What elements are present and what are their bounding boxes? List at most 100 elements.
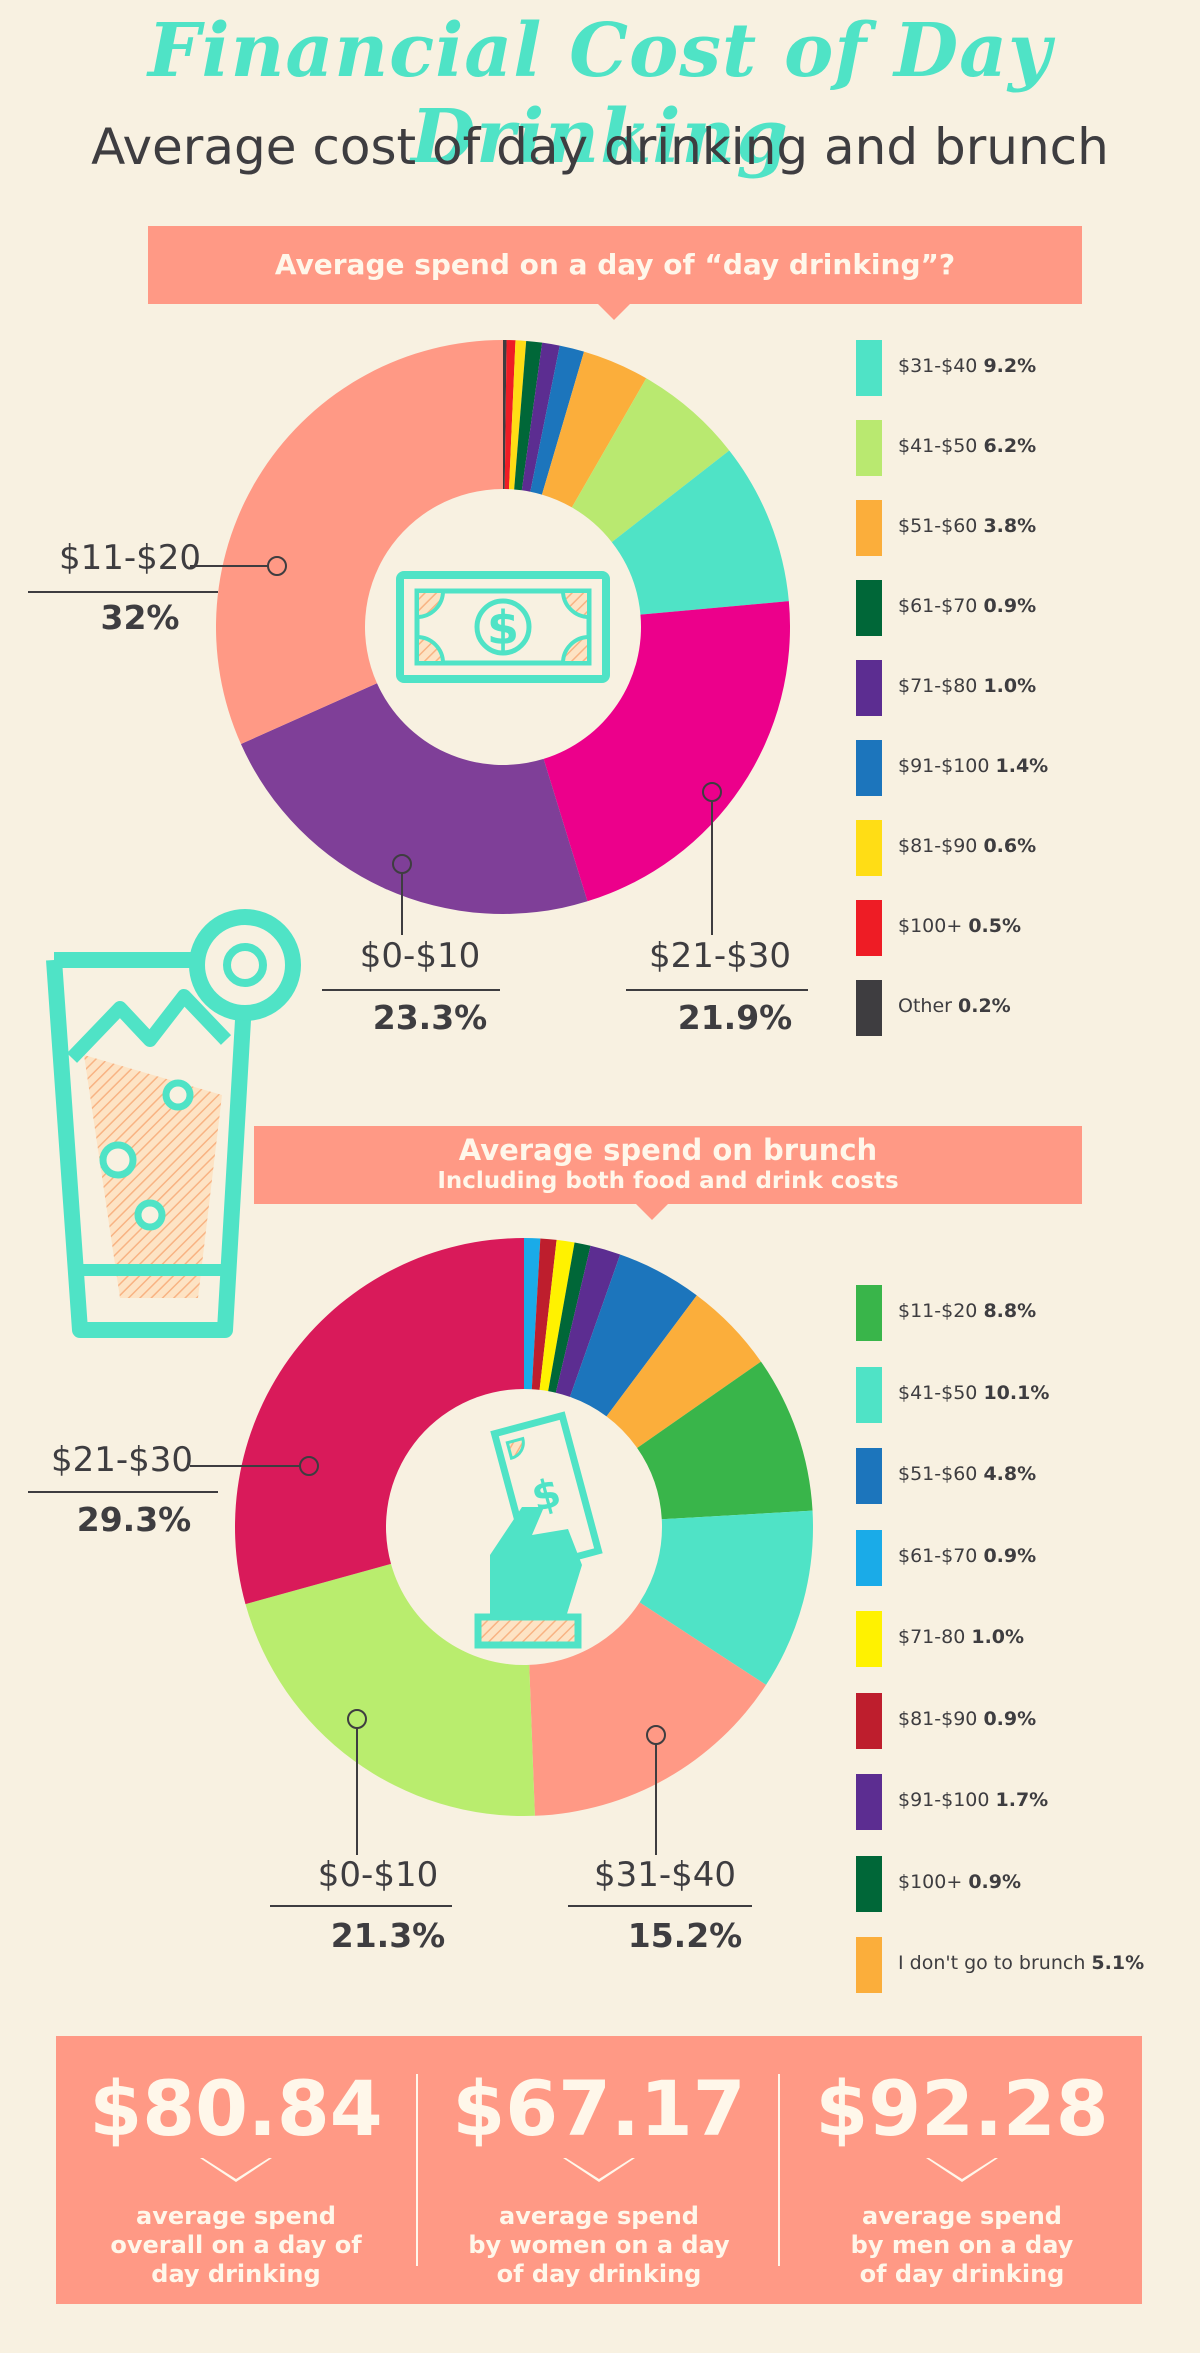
legend-swatch bbox=[856, 1448, 882, 1504]
callout-label: $31-$40 bbox=[593, 1855, 737, 1895]
pie-slice bbox=[637, 1361, 813, 1520]
callout-label: $21-$30 bbox=[50, 1440, 194, 1480]
legend-label: $81-$90 0.6% bbox=[898, 835, 1037, 857]
pie-slice bbox=[521, 342, 560, 492]
legend-item: $91-$100 1.7% bbox=[856, 1774, 1196, 1834]
legend-item: $61-$70 0.9% bbox=[856, 1529, 1196, 1590]
legend-label: $61-$70 0.9% bbox=[898, 595, 1037, 617]
pie-slice bbox=[611, 450, 789, 615]
pie-slice bbox=[531, 1238, 557, 1390]
donut-chart-brunch bbox=[234, 1238, 813, 1816]
legend-item: $11-$20 8.8% bbox=[856, 1285, 1196, 1345]
legend-item: $91-$100 1.4% bbox=[856, 740, 1196, 800]
pie-slice bbox=[530, 345, 585, 495]
legend-swatch bbox=[856, 1855, 882, 1912]
pie-slice bbox=[504, 340, 516, 490]
stat-caption-line: average spend bbox=[862, 2202, 1062, 2230]
pie-slice bbox=[555, 1245, 621, 1397]
legend-label: $31-$40 9.2% bbox=[898, 355, 1037, 377]
legend-item: $41-$50 6.2% bbox=[856, 420, 1196, 480]
legend-swatch bbox=[856, 1366, 882, 1423]
stat-caption: average spend by women on a day of day d… bbox=[429, 2202, 769, 2289]
stat-caption-line: overall on a day of bbox=[110, 2231, 362, 2259]
pie-slice bbox=[548, 1242, 591, 1393]
legend-item: I don't go to brunch 5.1% bbox=[856, 1937, 1196, 1997]
down-arrow-icon bbox=[926, 2158, 998, 2182]
stat-caption-line: of day drinking bbox=[496, 2260, 702, 2288]
legend-swatch bbox=[856, 1692, 882, 1749]
pie-slice bbox=[571, 378, 730, 543]
legend-label: $100+ 0.5% bbox=[898, 915, 1022, 937]
stat-value: $67.17 bbox=[452, 2064, 746, 2153]
legend-swatch bbox=[856, 980, 882, 1036]
legend-swatch bbox=[856, 340, 882, 396]
legend-item: $51-$60 4.8% bbox=[856, 1448, 1196, 1508]
pie-slice bbox=[529, 1602, 767, 1816]
page-title: Financial Cost of Day Drinking bbox=[147, 8, 1053, 180]
legend-swatch bbox=[856, 500, 882, 556]
stat-overall: $80.84 average spend overall on a day of… bbox=[66, 2036, 406, 2304]
callout-label: $0-$10 bbox=[359, 936, 481, 976]
legend-item: $51-$60 3.8% bbox=[856, 500, 1196, 560]
legend-swatch bbox=[856, 1611, 882, 1667]
callout-value: 21.9% bbox=[677, 998, 793, 1037]
legend-label: $11-$20 8.8% bbox=[898, 1300, 1037, 1322]
legend-swatch bbox=[856, 580, 882, 636]
callout-value: 21.3% bbox=[330, 1916, 446, 1955]
legend-label: $51-$60 4.8% bbox=[898, 1463, 1037, 1485]
legend-label: $91-$100 1.7% bbox=[898, 1789, 1049, 1811]
pie-slice bbox=[539, 1239, 575, 1392]
charts-canvas: $ $ bbox=[28, 340, 813, 1907]
stat-caption-line: of day drinking bbox=[859, 2260, 1065, 2288]
down-arrow-icon bbox=[200, 2158, 272, 2182]
svg-text:$: $ bbox=[487, 601, 519, 655]
pie-slice bbox=[524, 1238, 541, 1390]
stat-caption-line: average spend bbox=[499, 2202, 699, 2230]
hand-holding-money-icon: $ bbox=[474, 1411, 603, 1649]
legend-label: $91-$100 1.4% bbox=[898, 755, 1049, 777]
legend-item: $100+ 0.5% bbox=[856, 900, 1196, 960]
legend-item: $61-$70 0.9% bbox=[856, 580, 1196, 640]
pie-slice bbox=[639, 1510, 813, 1685]
legend-item: $31-$40 9.2% bbox=[856, 340, 1196, 400]
legend-item: Other 0.2% bbox=[856, 980, 1196, 1040]
chart-1-title-banner: Average spend on a day of “day drinking”… bbox=[148, 226, 1082, 320]
dollar-bill-icon: $ bbox=[396, 571, 610, 683]
legend-label: $41-$50 10.1% bbox=[898, 1381, 1050, 1404]
stat-caption-line: by women on a day bbox=[468, 2231, 730, 2259]
legend-item: $81-$90 0.6% bbox=[856, 820, 1196, 880]
pie-slice bbox=[543, 601, 791, 902]
legend-item: $71-$80 1.0% bbox=[856, 660, 1196, 720]
legend-swatch bbox=[856, 1285, 882, 1341]
stat-caption: average spend overall on a day of day dr… bbox=[66, 2202, 406, 2289]
pie-slice bbox=[509, 340, 527, 490]
stat-men: $92.28 average spend by men on a day of … bbox=[792, 2036, 1132, 2304]
pie-slice bbox=[606, 1295, 761, 1449]
chart-2-subtitle: Including both food and drink costs bbox=[437, 1168, 899, 1194]
legend-swatch bbox=[856, 1774, 882, 1830]
legend-swatch bbox=[856, 1937, 882, 1993]
average-spend-panel: $80.84 average spend overall on a day of… bbox=[56, 2036, 1142, 2304]
pie-slice bbox=[569, 1254, 697, 1417]
down-arrow-icon bbox=[563, 2158, 635, 2182]
pie-slice bbox=[541, 351, 647, 508]
legend-item: $81-$90 0.9% bbox=[856, 1692, 1196, 1753]
legend-swatch bbox=[856, 660, 882, 716]
chart-2-title-banner: Average spend on brunch Including both f… bbox=[254, 1126, 1082, 1220]
divider bbox=[416, 2074, 418, 2266]
cocktail-glass-icon bbox=[46, 909, 301, 1338]
callout-value: 23.3% bbox=[372, 998, 488, 1037]
pie-slice bbox=[216, 340, 503, 745]
legend-label: I don't go to brunch 5.1% bbox=[898, 1952, 1145, 1974]
pie-slice bbox=[245, 1563, 535, 1816]
donut-chart-day-drinking bbox=[216, 340, 791, 914]
legend-swatch bbox=[856, 740, 882, 796]
callout-value: 15.2% bbox=[627, 1916, 743, 1955]
legend-label: $100+ 0.9% bbox=[898, 1870, 1022, 1893]
callout-label: $0-$10 bbox=[317, 1855, 439, 1895]
callout-lines bbox=[28, 556, 808, 1907]
legend-item: $41-$50 10.1% bbox=[856, 1366, 1196, 1427]
stat-caption: average spend by men on a day of day dri… bbox=[792, 2202, 1132, 2289]
callout-label: $11-$20 bbox=[58, 538, 202, 578]
chart-2-title: Average spend on brunch bbox=[458, 1133, 878, 1167]
